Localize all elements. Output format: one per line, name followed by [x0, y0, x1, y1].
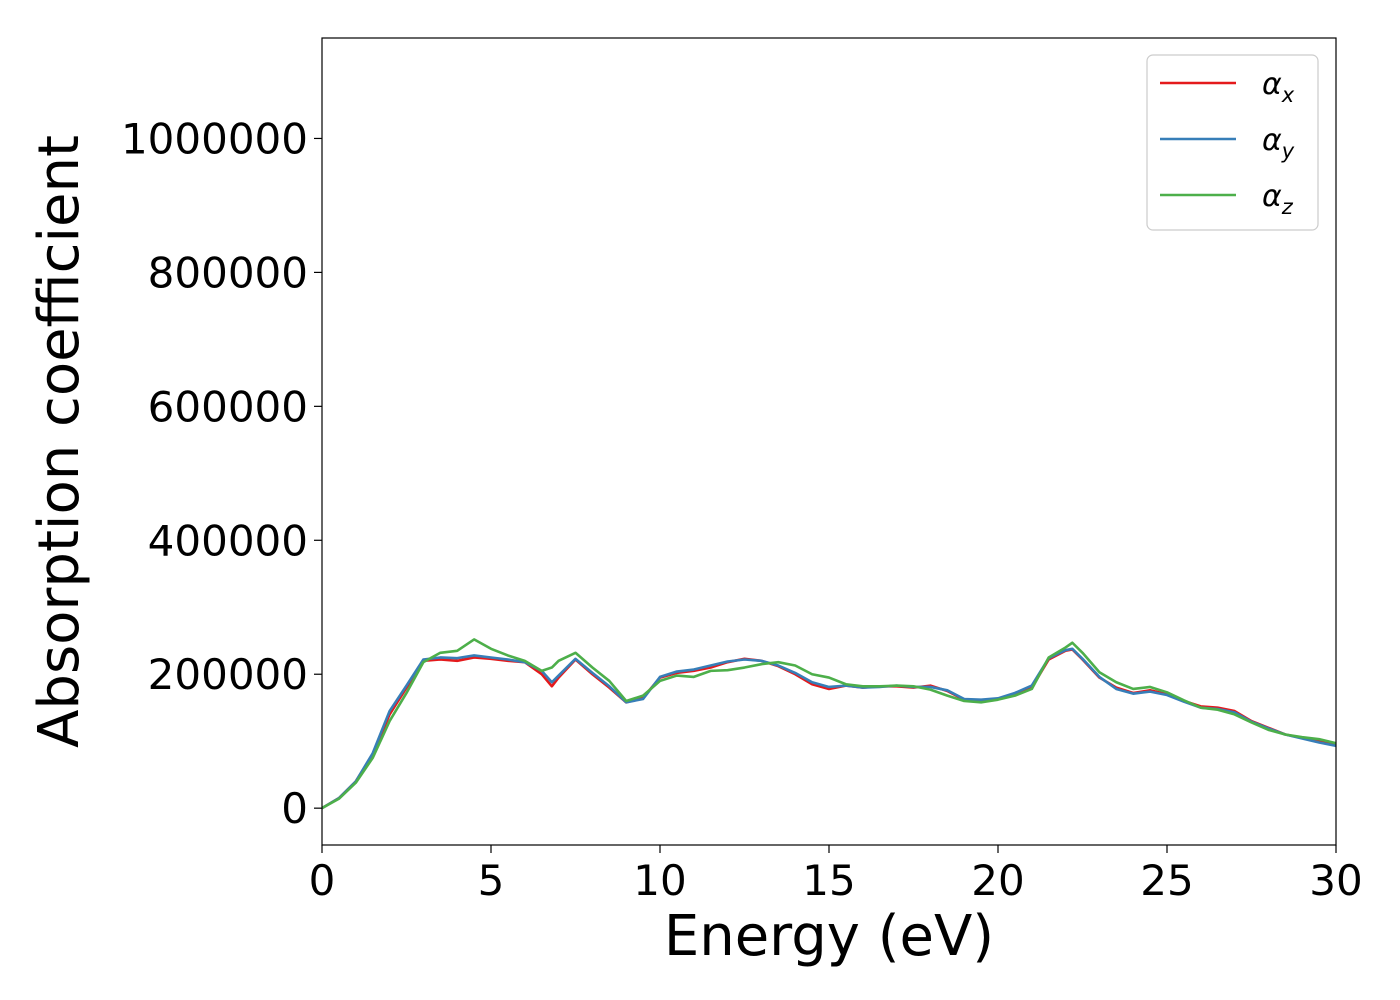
- y-tick-label: 800000: [148, 248, 308, 297]
- legend: αx αy αz: [1146, 54, 1319, 231]
- y-tick-label: 200000: [148, 650, 308, 699]
- x-tick-label: 0: [309, 856, 336, 905]
- y-tick-label: 1000000: [121, 114, 308, 163]
- legend-box: [1146, 54, 1319, 231]
- legend-label-z: αz: [1262, 179, 1294, 219]
- x-tick-label: 5: [478, 856, 505, 905]
- plot-lines: [322, 638, 1336, 810]
- x-tick-label: 30: [1309, 856, 1362, 905]
- series-line-x: [322, 648, 1336, 810]
- x-tick-label: 10: [633, 856, 686, 905]
- y-tick-label: 600000: [148, 382, 308, 431]
- y-tick-label: 400000: [148, 516, 308, 565]
- y-axis-ticks: 0 200000 400000 600000 800000 1000000: [121, 114, 322, 833]
- x-tick-label: 15: [802, 856, 855, 905]
- x-axis-ticks: 0 5 10 15 20 25 30: [309, 845, 1363, 905]
- x-axis-title: Energy (eV): [664, 904, 994, 969]
- legend-label-y: αy: [1262, 123, 1295, 163]
- series-line-y: [322, 647, 1336, 810]
- y-tick-label: 0: [281, 784, 308, 833]
- x-tick-label: 25: [1140, 856, 1193, 905]
- series-line-z: [322, 638, 1336, 810]
- y-axis-title: Absorption coefficient: [27, 135, 92, 748]
- x-tick-label: 20: [971, 856, 1024, 905]
- legend-label-x: αx: [1262, 67, 1295, 107]
